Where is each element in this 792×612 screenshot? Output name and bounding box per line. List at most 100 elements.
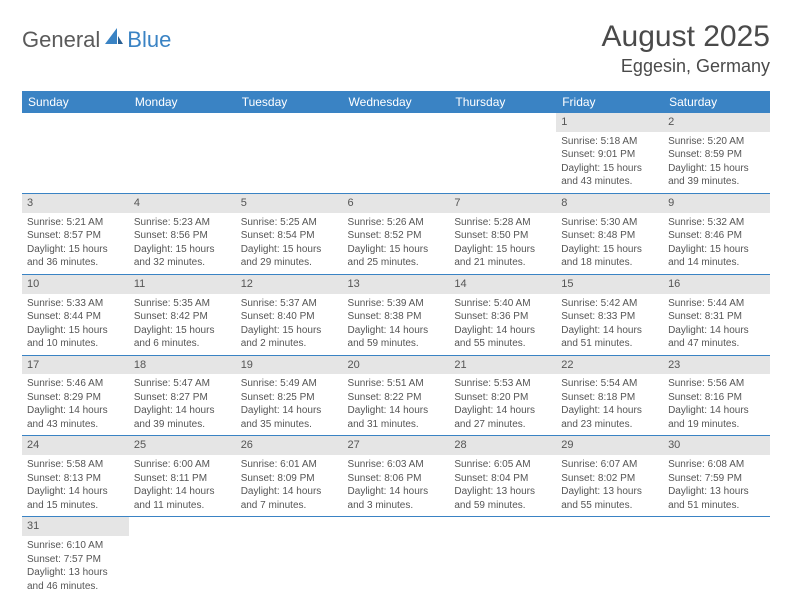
day-number: 25 [129,436,236,455]
calendar-table: SundayMondayTuesdayWednesdayThursdayFrid… [22,91,770,597]
day-details: Sunrise: 5:47 AMSunset: 8:27 PMDaylight:… [129,374,236,435]
daylight-text: Daylight: 13 hours and 46 minutes. [27,566,124,593]
day-details: Sunrise: 5:18 AMSunset: 9:01 PMDaylight:… [556,132,663,193]
sunset-text: Sunset: 8:18 PM [561,391,658,405]
calendar-day-cell [236,517,343,597]
day-details: Sunrise: 6:08 AMSunset: 7:59 PMDaylight:… [663,455,770,516]
daylight-text: Daylight: 15 hours and 43 minutes. [561,162,658,189]
daylight-text: Daylight: 15 hours and 21 minutes. [454,243,551,270]
sunset-text: Sunset: 8:54 PM [241,229,338,243]
calendar-day-cell: 15Sunrise: 5:42 AMSunset: 8:33 PMDayligh… [556,274,663,355]
sunset-text: Sunset: 8:06 PM [348,472,445,486]
calendar-day-cell: 17Sunrise: 5:46 AMSunset: 8:29 PMDayligh… [22,355,129,436]
sunset-text: Sunset: 8:46 PM [668,229,765,243]
calendar-day-cell [663,517,770,597]
sunset-text: Sunset: 8:25 PM [241,391,338,405]
day-details: Sunrise: 5:20 AMSunset: 8:59 PMDaylight:… [663,132,770,193]
daylight-text: Daylight: 15 hours and 18 minutes. [561,243,658,270]
sunrise-text: Sunrise: 5:21 AM [27,216,124,230]
sunset-text: Sunset: 8:11 PM [134,472,231,486]
calendar-day-cell [343,517,450,597]
day-number: 7 [449,194,556,213]
day-details [663,536,770,543]
day-number [236,517,343,536]
day-details: Sunrise: 5:49 AMSunset: 8:25 PMDaylight:… [236,374,343,435]
day-number: 29 [556,436,663,455]
location-label: Eggesin, Germany [602,56,770,77]
calendar-day-cell: 5Sunrise: 5:25 AMSunset: 8:54 PMDaylight… [236,193,343,274]
day-details: Sunrise: 5:53 AMSunset: 8:20 PMDaylight:… [449,374,556,435]
calendar-header-row: SundayMondayTuesdayWednesdayThursdayFrid… [22,91,770,113]
daylight-text: Daylight: 14 hours and 47 minutes. [668,324,765,351]
daylight-text: Daylight: 14 hours and 27 minutes. [454,404,551,431]
daylight-text: Daylight: 14 hours and 31 minutes. [348,404,445,431]
calendar-day-cell: 27Sunrise: 6:03 AMSunset: 8:06 PMDayligh… [343,436,450,517]
sunrise-text: Sunrise: 5:37 AM [241,297,338,311]
calendar-day-cell: 23Sunrise: 5:56 AMSunset: 8:16 PMDayligh… [663,355,770,436]
daylight-text: Daylight: 14 hours and 19 minutes. [668,404,765,431]
day-number: 3 [22,194,129,213]
day-number [22,113,129,132]
day-number: 28 [449,436,556,455]
sunrise-text: Sunrise: 5:56 AM [668,377,765,391]
sunset-text: Sunset: 8:13 PM [27,472,124,486]
day-details: Sunrise: 5:51 AMSunset: 8:22 PMDaylight:… [343,374,450,435]
sunset-text: Sunset: 8:22 PM [348,391,445,405]
sunrise-text: Sunrise: 5:28 AM [454,216,551,230]
sunset-text: Sunset: 8:31 PM [668,310,765,324]
day-number [556,517,663,536]
day-details: Sunrise: 5:32 AMSunset: 8:46 PMDaylight:… [663,213,770,274]
logo: General Blue [22,26,171,54]
sunset-text: Sunset: 8:02 PM [561,472,658,486]
sunset-text: Sunset: 8:09 PM [241,472,338,486]
day-number: 14 [449,275,556,294]
sunrise-text: Sunrise: 5:54 AM [561,377,658,391]
day-number: 19 [236,356,343,375]
day-number: 5 [236,194,343,213]
calendar-day-cell: 22Sunrise: 5:54 AMSunset: 8:18 PMDayligh… [556,355,663,436]
calendar-week-row: 3Sunrise: 5:21 AMSunset: 8:57 PMDaylight… [22,193,770,274]
day-number: 17 [22,356,129,375]
calendar-day-cell: 11Sunrise: 5:35 AMSunset: 8:42 PMDayligh… [129,274,236,355]
page-header: General Blue August 2025 Eggesin, German… [22,20,770,77]
day-number [129,517,236,536]
sunset-text: Sunset: 8:40 PM [241,310,338,324]
calendar-day-cell: 9Sunrise: 5:32 AMSunset: 8:46 PMDaylight… [663,193,770,274]
day-details: Sunrise: 5:44 AMSunset: 8:31 PMDaylight:… [663,294,770,355]
calendar-day-cell: 12Sunrise: 5:37 AMSunset: 8:40 PMDayligh… [236,274,343,355]
calendar-day-cell: 19Sunrise: 5:49 AMSunset: 8:25 PMDayligh… [236,355,343,436]
day-details [129,536,236,543]
sunset-text: Sunset: 8:38 PM [348,310,445,324]
day-number: 11 [129,275,236,294]
calendar-day-cell: 3Sunrise: 5:21 AMSunset: 8:57 PMDaylight… [22,193,129,274]
sunset-text: Sunset: 8:48 PM [561,229,658,243]
day-number: 15 [556,275,663,294]
daylight-text: Daylight: 14 hours and 3 minutes. [348,485,445,512]
daylight-text: Daylight: 15 hours and 39 minutes. [668,162,765,189]
calendar-day-cell: 13Sunrise: 5:39 AMSunset: 8:38 PMDayligh… [343,274,450,355]
daylight-text: Daylight: 15 hours and 32 minutes. [134,243,231,270]
day-details: Sunrise: 5:28 AMSunset: 8:50 PMDaylight:… [449,213,556,274]
day-details: Sunrise: 5:58 AMSunset: 8:13 PMDaylight:… [22,455,129,516]
day-number [343,113,450,132]
daylight-text: Daylight: 14 hours and 7 minutes. [241,485,338,512]
day-number: 23 [663,356,770,375]
calendar-day-cell: 31Sunrise: 6:10 AMSunset: 7:57 PMDayligh… [22,517,129,597]
daylight-text: Daylight: 14 hours and 39 minutes. [134,404,231,431]
weekday-header: Monday [129,91,236,113]
sunset-text: Sunset: 8:36 PM [454,310,551,324]
sunset-text: Sunset: 8:04 PM [454,472,551,486]
calendar-day-cell: 4Sunrise: 5:23 AMSunset: 8:56 PMDaylight… [129,193,236,274]
sunset-text: Sunset: 8:59 PM [668,148,765,162]
calendar-day-cell: 2Sunrise: 5:20 AMSunset: 8:59 PMDaylight… [663,113,770,193]
day-details: Sunrise: 5:56 AMSunset: 8:16 PMDaylight:… [663,374,770,435]
sunset-text: Sunset: 7:57 PM [27,553,124,567]
sunset-text: Sunset: 7:59 PM [668,472,765,486]
calendar-day-cell: 10Sunrise: 5:33 AMSunset: 8:44 PMDayligh… [22,274,129,355]
weekday-header: Thursday [449,91,556,113]
day-number [236,113,343,132]
calendar-day-cell [556,517,663,597]
sunrise-text: Sunrise: 5:30 AM [561,216,658,230]
daylight-text: Daylight: 15 hours and 14 minutes. [668,243,765,270]
calendar-week-row: 10Sunrise: 5:33 AMSunset: 8:44 PMDayligh… [22,274,770,355]
